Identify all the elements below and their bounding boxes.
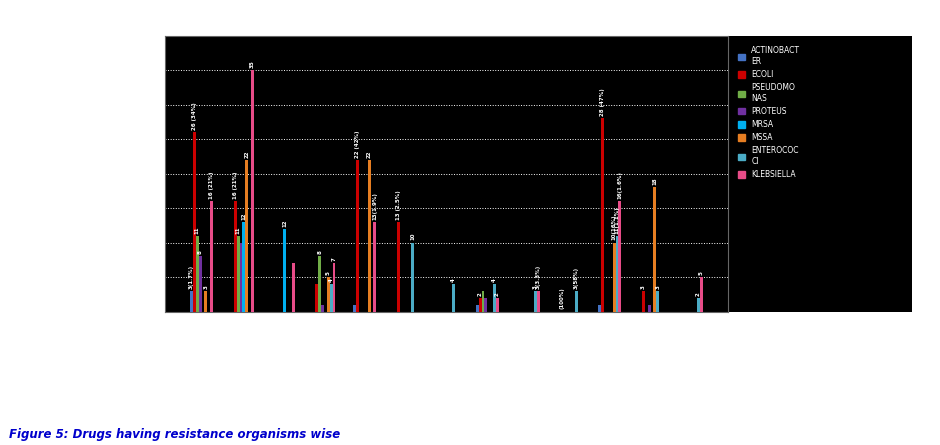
Bar [316,284,319,312]
Text: 4: 4 [329,278,334,282]
Text: 7: 7 [332,257,337,261]
Bar [193,132,196,312]
Bar [613,243,616,312]
Bar [321,304,324,311]
Text: 2: 2 [697,292,701,295]
Text: 3: 3 [533,285,538,289]
Text: 8: 8 [197,251,203,254]
Bar [619,201,621,312]
Bar [283,229,286,312]
Bar [251,70,254,311]
Text: Figure 5: Drugs having resistance organisms wise: Figure 5: Drugs having resistance organi… [9,428,340,441]
Text: 26 (34%): 26 (34%) [192,102,196,130]
Text: 8: 8 [317,251,322,254]
Bar [327,277,330,312]
Text: 22 (42%): 22 (42%) [355,130,360,158]
Bar [494,284,496,312]
Text: 12: 12 [242,212,246,220]
Bar [656,291,659,312]
Text: 5: 5 [699,271,704,275]
Text: 3(1.7%): 3(1.7%) [189,265,194,289]
Text: 28 (47%): 28 (47%) [600,89,605,116]
Bar [700,277,703,312]
Bar [537,291,540,312]
Bar [196,236,198,312]
Bar [574,291,577,312]
Bar [616,236,619,312]
Text: 5: 5 [326,271,331,275]
Bar [330,284,333,312]
Bar [237,236,240,312]
Bar [602,118,604,312]
Bar [697,298,700,312]
Text: 13 (2.5%): 13 (2.5%) [396,190,401,220]
Bar [481,291,484,312]
Bar [599,304,602,311]
Bar [190,291,193,312]
Text: 2: 2 [478,292,482,295]
Text: 3(58%): 3(58%) [573,267,579,289]
Text: 4: 4 [492,278,497,282]
Bar [211,201,213,312]
Text: 11(1.1%): 11(1.1%) [615,206,619,234]
Text: 3: 3 [655,285,660,289]
Text: 11: 11 [195,226,200,234]
Bar [478,298,481,312]
Text: 3: 3 [641,285,646,289]
Text: 3(3.3%): 3(3.3%) [536,264,540,289]
Text: 22: 22 [367,150,371,158]
Bar [648,304,650,311]
Bar [204,291,208,312]
Text: 13(1.9%): 13(1.9%) [372,192,377,220]
Text: 4: 4 [451,278,456,282]
Bar [245,160,248,312]
Text: 18: 18 [652,178,657,185]
Bar [240,243,243,312]
Text: 12: 12 [282,219,287,227]
Bar [653,187,656,312]
Bar [373,222,376,312]
Bar [234,201,237,312]
Bar [333,263,336,312]
Bar [243,222,245,312]
Bar [353,304,356,311]
Bar [642,291,645,312]
Text: 2: 2 [494,292,500,295]
Bar [198,256,201,312]
Text: 3: 3 [203,285,209,289]
Text: 10: 10 [411,233,415,240]
Bar [356,160,359,312]
Bar [368,160,370,312]
Text: 22: 22 [244,150,249,158]
Text: 35: 35 [250,60,255,68]
Bar [397,222,400,312]
Bar [452,284,455,312]
Text: 16 (21%): 16 (21%) [233,172,238,199]
Bar [319,256,321,312]
Text: (100%): (100%) [559,287,564,309]
Text: 10(16%): 10(16%) [612,215,617,240]
Bar [496,298,499,312]
Bar [476,304,478,311]
Bar [412,243,415,312]
Bar [484,298,487,312]
Legend: ACTINOBACT
ER, ECOLI, PSEUDOMO
NAS, PROTEUS, MRSA, MSSA, ENTEROCOC
CI, KLEBSIELL: ACTINOBACT ER, ECOLI, PSEUDOMO NAS, PROT… [736,45,802,181]
Bar [534,291,537,312]
Bar [291,263,294,312]
Y-axis label: NO. OF ORGANISMS: NO. OF ORGANISMS [130,123,139,224]
Text: 16(1.6%): 16(1.6%) [618,171,622,199]
Text: 11: 11 [236,226,241,234]
X-axis label: DRUGS: DRUGS [426,400,467,410]
Text: 16 (21%): 16 (21%) [209,172,214,199]
